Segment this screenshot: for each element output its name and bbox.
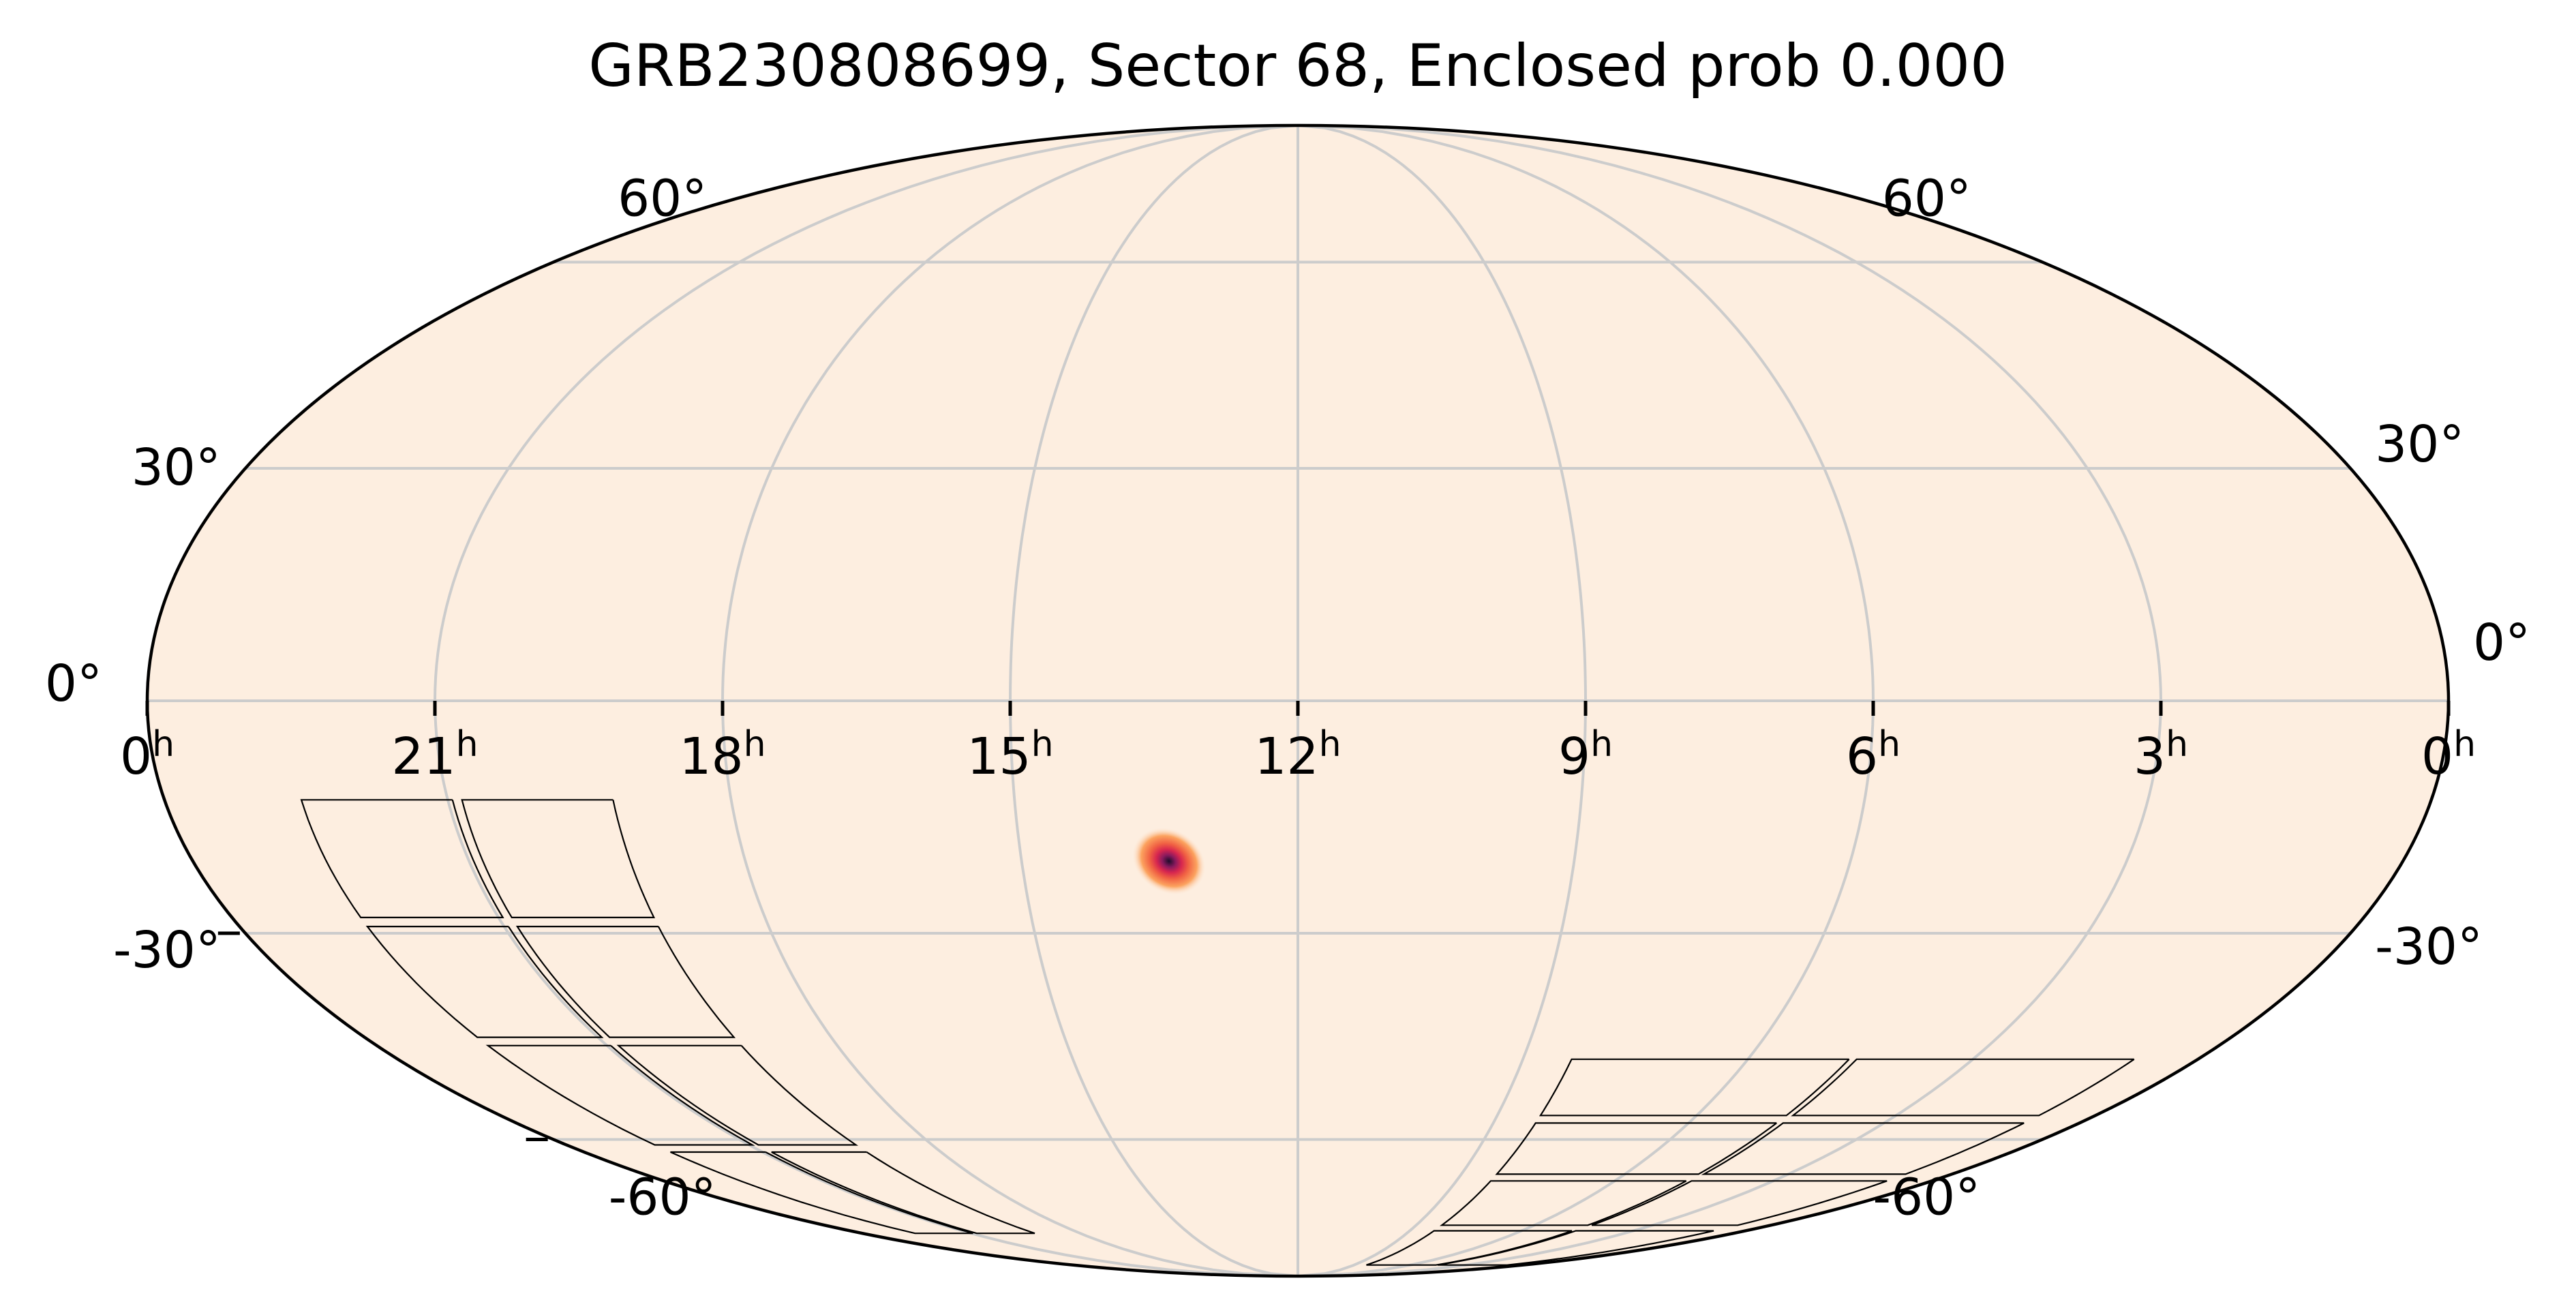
hour-unit: h <box>152 724 175 765</box>
footprint-ccd <box>1701 1122 2025 1175</box>
hour-unit: h <box>2453 724 2476 765</box>
footprint-ccd <box>670 1151 973 1235</box>
ra-tick-label: 15h <box>967 724 1053 786</box>
probability-peak <box>1132 827 1207 895</box>
footprint-ccd <box>485 1044 755 1146</box>
hour-unit: h <box>456 724 479 765</box>
ra-tick-label: 0h <box>120 724 175 786</box>
dec-tick-label: -30° <box>113 921 221 980</box>
footprint-ccd <box>1439 1180 1687 1226</box>
probability-blob <box>1132 827 1207 895</box>
footprints <box>300 799 2135 1266</box>
footprint-ccd <box>1366 1230 1573 1266</box>
hour-unit: h <box>1590 724 1613 765</box>
hour-unit: h <box>1878 724 1900 765</box>
dec-tick-label: 60° <box>1882 170 1971 228</box>
footprint-ccd <box>300 799 504 918</box>
footprint-ccd <box>1539 1058 1850 1117</box>
hour-unit: h <box>744 724 766 765</box>
footprint-ccd <box>461 799 656 918</box>
hour-unit: h <box>1319 724 1342 765</box>
dec-tick-label: -60° <box>1873 1168 1980 1226</box>
footprint-ccd <box>1791 1058 2135 1117</box>
footprint-ccd <box>515 926 736 1038</box>
ra-tick-labels: 0h 21h 18h 15h 12h 9h 6h 3h 0h <box>120 724 2476 786</box>
footprint-ccd <box>616 1044 859 1146</box>
footprint-ccd <box>1495 1122 1777 1175</box>
dec-tick-label: 0° <box>45 654 102 713</box>
hour-unit: h <box>2166 724 2188 765</box>
dec-tick-label: 0° <box>2473 614 2530 672</box>
dec-tick-label: -60° <box>609 1168 716 1226</box>
ra-tick-label: 0h <box>2421 724 2476 786</box>
dec-tick-label: -30° <box>2375 918 2483 976</box>
tick-marks <box>145 701 2451 1141</box>
probability-map <box>1132 827 1207 895</box>
ra-tick-label: 9h <box>1558 724 1613 786</box>
dec-tick-label: 30° <box>132 438 221 497</box>
ra-tick-label: 18h <box>679 724 766 786</box>
ra-tick-label: 3h <box>2134 724 2188 786</box>
dec-tick-label: 30° <box>2375 415 2464 474</box>
dec-tick-labels: 60° 60° 30° 30° 0° 0° -30° -30° -60° -60° <box>45 170 2530 1227</box>
dec-tick-label: 60° <box>618 170 707 228</box>
footprint-ccd <box>365 926 604 1038</box>
hour-unit: h <box>1031 724 1054 765</box>
ra-tick-label: 12h <box>1254 724 1341 786</box>
ra-tick-label: 6h <box>1846 724 1900 786</box>
footprint-ccd <box>771 1151 1035 1235</box>
chart-title: GRB230808699, Sector 68, Enclosed prob 0… <box>588 32 2007 100</box>
ra-tick-label: 21h <box>391 724 478 786</box>
footprint-ccd <box>1591 1180 1888 1226</box>
